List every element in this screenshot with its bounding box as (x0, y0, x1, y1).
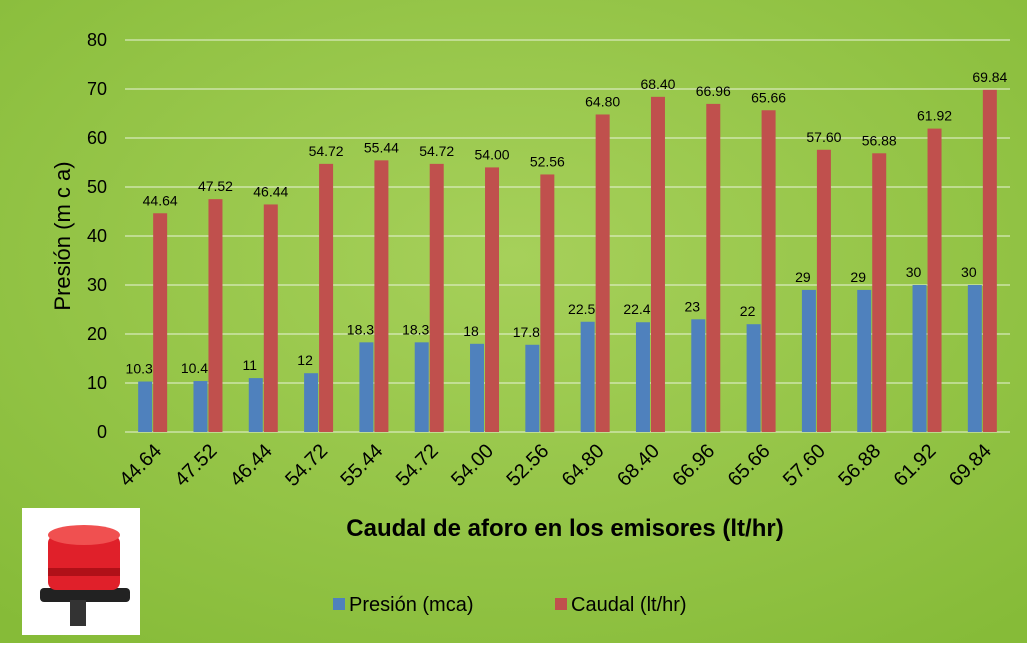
bar (304, 373, 318, 432)
bar (415, 342, 429, 432)
data-label: 46.44 (253, 183, 288, 199)
data-label: 10.4 (181, 360, 208, 376)
data-label: 56.88 (862, 132, 897, 148)
data-label: 69.84 (972, 69, 1007, 85)
data-label: 57.60 (806, 129, 841, 145)
bar (872, 153, 886, 432)
bar (430, 164, 444, 432)
data-label: 22.5 (568, 301, 595, 317)
data-label: 30 (906, 264, 922, 280)
data-label: 44.64 (143, 192, 178, 208)
data-label: 12 (297, 352, 313, 368)
y-tick-label: 40 (87, 226, 107, 246)
y-tick-label: 60 (87, 128, 107, 148)
bar (193, 381, 207, 432)
data-label: 18 (463, 323, 479, 339)
data-label: 52.56 (530, 153, 565, 169)
data-label: 68.40 (640, 76, 675, 92)
bar (913, 285, 927, 432)
bar (596, 114, 610, 432)
data-label: 30 (961, 264, 977, 280)
bar (706, 104, 720, 432)
data-label: 55.44 (364, 139, 399, 155)
bar (636, 322, 650, 432)
y-tick-label: 50 (87, 177, 107, 197)
legend-label: Presión (mca) (349, 594, 473, 616)
data-label: 11 (243, 357, 258, 373)
x-axis-label: Caudal de aforo en los emisores (lt/hr) (346, 515, 783, 542)
data-label: 29 (795, 269, 811, 285)
bar (817, 150, 831, 432)
data-label: 54.72 (419, 143, 454, 159)
bar (651, 97, 665, 432)
y-axis-label: Presión (m c a) (50, 161, 75, 310)
data-label: 22 (740, 303, 756, 319)
data-label: 22.4 (623, 301, 650, 317)
data-label: 66.96 (696, 83, 731, 99)
product-image (22, 508, 140, 635)
bar (374, 160, 388, 432)
data-label: 47.52 (198, 178, 233, 194)
bar (983, 90, 997, 432)
bar (802, 290, 816, 432)
bar (208, 199, 222, 432)
bar (581, 322, 595, 432)
bar (857, 290, 871, 432)
bar (691, 319, 705, 432)
y-tick-label: 10 (87, 373, 107, 393)
data-label: 29 (850, 269, 866, 285)
data-label: 18.3 (402, 321, 429, 337)
bar (747, 324, 761, 432)
bar (153, 213, 167, 432)
y-tick-label: 0 (97, 422, 107, 442)
data-label: 54.72 (309, 143, 344, 159)
bar (249, 378, 263, 432)
bar (968, 285, 982, 432)
data-label: 10.3 (126, 361, 153, 377)
bar (359, 342, 373, 432)
bar (928, 129, 942, 432)
bar (525, 345, 539, 432)
data-label: 23 (684, 298, 700, 314)
legend-swatch (333, 598, 345, 610)
data-label: 54.00 (475, 146, 510, 162)
y-tick-label: 30 (87, 275, 107, 295)
y-tick-label: 20 (87, 324, 107, 344)
data-label: 61.92 (917, 108, 952, 124)
bar (485, 167, 499, 432)
data-label: 64.80 (585, 93, 620, 109)
bar (470, 344, 484, 432)
bar (540, 174, 554, 432)
legend-swatch (555, 598, 567, 610)
bar (319, 164, 333, 432)
page: {"chart_data": {"type": "bar", "categori… (0, 0, 1027, 648)
bar (762, 110, 776, 432)
bar (138, 382, 152, 432)
legend-label: Caudal (lt/hr) (571, 594, 687, 616)
data-label: 65.66 (751, 89, 786, 105)
data-label: 18.3 (347, 321, 374, 337)
bar (264, 204, 278, 432)
y-tick-label: 80 (87, 30, 107, 50)
y-tick-label: 70 (87, 79, 107, 99)
chart: Presión (m c a) Caudal de aforo en los e… (0, 0, 1027, 643)
data-label: 17.8 (513, 324, 540, 340)
